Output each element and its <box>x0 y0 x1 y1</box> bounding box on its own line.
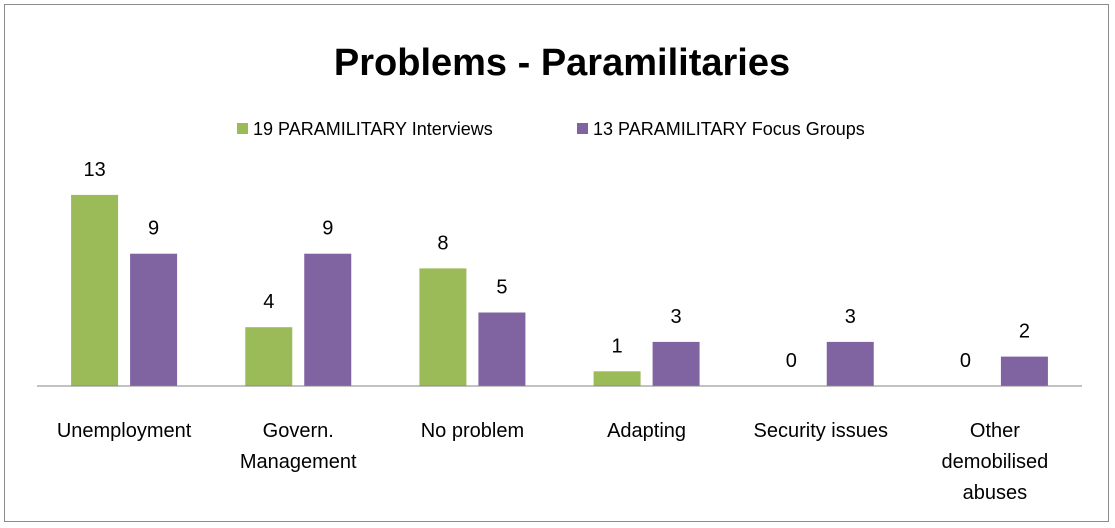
bar-interviews-3 <box>593 371 641 386</box>
chart-title: Problems - Paramilitaries <box>334 42 790 84</box>
category-label-1-line-1: Management <box>240 451 357 473</box>
legend-label-interviews: 19 PARAMILITARY Interviews <box>253 119 493 139</box>
data-label-interviews-0: 13 <box>83 159 105 181</box>
category-label-1-line-0: Govern. <box>263 420 334 442</box>
bar-focus-groups-3 <box>652 341 700 386</box>
data-label-focus-groups-4: 3 <box>845 306 856 328</box>
bar-focus-groups-1 <box>304 253 352 386</box>
bars-group <box>71 194 1048 386</box>
bar-focus-groups-2 <box>478 312 526 386</box>
data-label-interviews-3: 1 <box>612 335 623 357</box>
category-label-5-line-2: abuses <box>963 482 1028 504</box>
legend-label-focus-groups: 13 PARAMILITARY Focus Groups <box>593 119 865 139</box>
category-label-5-line-1: demobilised <box>942 451 1049 473</box>
data-label-interviews-2: 8 <box>437 232 448 254</box>
data-label-interviews-5: 0 <box>960 350 971 372</box>
bar-focus-groups-0 <box>130 253 178 386</box>
category-label-4-line-0: Security issues <box>754 420 889 442</box>
data-label-focus-groups-5: 2 <box>1019 321 1030 343</box>
data-label-interviews-4: 0 <box>786 350 797 372</box>
category-label-5-line-0: Other <box>970 420 1020 442</box>
bar-interviews-0 <box>71 194 119 386</box>
data-label-focus-groups-3: 3 <box>671 306 682 328</box>
data-label-focus-groups-2: 5 <box>496 277 507 299</box>
bar-focus-groups-4 <box>826 341 874 386</box>
bar-focus-groups-5 <box>1000 356 1048 386</box>
legend: 19 PARAMILITARY Interviews 13 PARAMILITA… <box>237 119 865 139</box>
category-labels-group: Unemployment Govern. Management No problem A… <box>57 420 1048 504</box>
category-label-0-line-0: Unemployment <box>57 420 192 442</box>
chart-frame <box>4 4 1109 522</box>
data-label-focus-groups-0: 9 <box>148 218 159 240</box>
category-label-2-line-0: No problem <box>421 420 524 442</box>
bar-interviews-2 <box>419 268 467 386</box>
data-label-focus-groups-1: 9 <box>322 218 333 240</box>
legend-swatch-interviews <box>237 123 248 134</box>
category-label-3-line-0: Adapting <box>607 420 686 442</box>
legend-swatch-focus-groups <box>577 123 588 134</box>
bar-interviews-1 <box>245 327 293 386</box>
data-label-interviews-1: 4 <box>263 291 274 313</box>
